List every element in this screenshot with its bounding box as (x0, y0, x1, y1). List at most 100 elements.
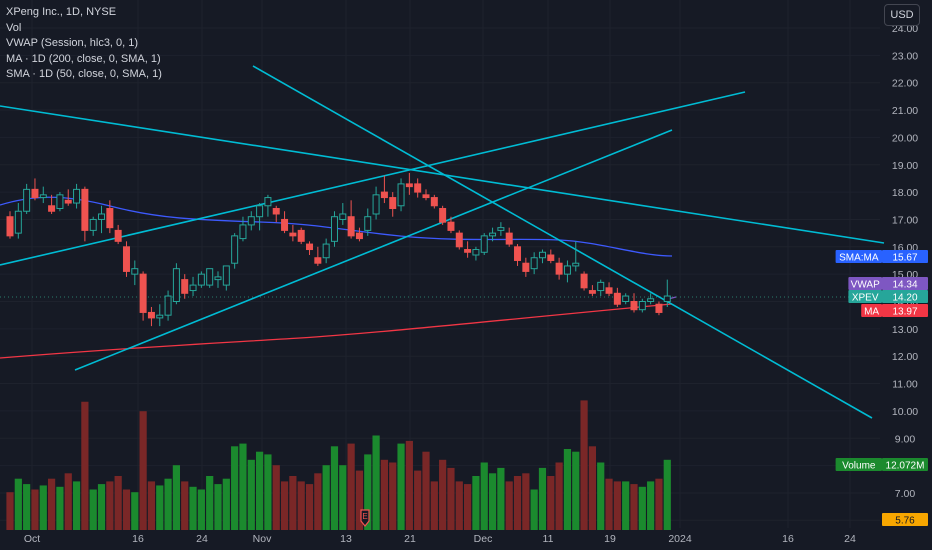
candle (247, 216, 255, 226)
volume-bar (505, 481, 513, 530)
candle (563, 265, 571, 275)
price-tick-label: 9.00 (895, 433, 916, 445)
volume-bar (372, 435, 380, 530)
time-tick-label: 24 (196, 533, 208, 545)
candle (147, 311, 155, 319)
vol-indicator-label[interactable]: Vol (6, 21, 22, 34)
candle (480, 235, 488, 253)
volume-bar (597, 462, 605, 530)
volume-bar (547, 476, 555, 530)
vwap-indicator-label[interactable]: VWAP (Session, hlc3, 0, 1) (6, 37, 139, 49)
time-tick-label: 21 (404, 533, 416, 545)
price-label-value: 5.76 (895, 516, 915, 527)
volume-bar (181, 481, 189, 530)
candle (81, 188, 89, 231)
volume-bar (48, 478, 56, 530)
volume-bar (563, 449, 572, 530)
price-label: MA 13.97 (861, 304, 928, 318)
volume-bar (72, 481, 81, 530)
candle (380, 191, 388, 199)
candle (114, 229, 122, 242)
candle (572, 262, 580, 267)
candle (189, 284, 197, 292)
trendline[interactable] (0, 105, 885, 244)
price-label: VWAP 14.34 (848, 277, 928, 291)
candle (98, 213, 106, 220)
candle (106, 208, 114, 229)
volume-bar (522, 473, 530, 530)
candle (73, 188, 81, 204)
ma200-indicator-label[interactable]: MA · 1D (200, close, 0, SMA, 1) (6, 52, 161, 65)
volume-bar (131, 492, 139, 530)
volume-bar (613, 481, 621, 530)
trendline[interactable] (252, 65, 873, 419)
candle (555, 262, 563, 275)
candle (514, 246, 522, 261)
sma50-indicator-label[interactable]: SMA · 1D (50, close, 0, SMA, 1) (6, 68, 162, 80)
time-tick-label: 16 (132, 533, 144, 545)
volume-bar (322, 465, 330, 530)
candle (489, 232, 497, 237)
volume-bar (97, 484, 106, 530)
volume-bar (430, 481, 438, 530)
volume-bar (605, 478, 613, 530)
candle (197, 273, 205, 286)
volume-bar (272, 465, 280, 530)
candle (638, 301, 646, 311)
candle (156, 314, 164, 319)
volume-bar (114, 476, 122, 530)
time-tick-label: Nov (253, 533, 272, 545)
volume-bar (447, 467, 455, 530)
candle (289, 232, 297, 237)
trendline[interactable] (0, 91, 746, 266)
volume-bar (414, 470, 422, 530)
volume-bar (472, 476, 480, 530)
price-tick-label: 22.00 (892, 78, 918, 90)
earnings-marker[interactable]: E (360, 509, 370, 527)
candle (281, 218, 289, 231)
price-tick-label: 18.00 (892, 187, 918, 199)
time-tick-label: 11 (543, 533, 554, 545)
candle (580, 273, 588, 289)
candle (364, 216, 372, 231)
candle (422, 194, 430, 199)
trendline[interactable] (74, 129, 673, 371)
price-label: SMA:MA 15.67 (835, 250, 928, 264)
candle (605, 287, 613, 294)
price-tick-label: 20.00 (892, 132, 918, 144)
currency-button[interactable]: USD (884, 4, 920, 26)
volume-bar (81, 401, 89, 530)
candle (56, 194, 64, 210)
volume-bar (23, 484, 31, 530)
candle (538, 251, 546, 259)
candle (355, 232, 363, 240)
candle (505, 232, 513, 245)
price-label-tag: VWAP (851, 280, 880, 291)
candle (464, 249, 472, 253)
price-label: 5.76 (882, 513, 928, 527)
candle (547, 254, 555, 261)
volume-bar (172, 465, 180, 530)
volume-bar (39, 485, 47, 530)
candle (647, 298, 655, 303)
candle (389, 197, 397, 210)
price-tick-label: 12.00 (892, 351, 918, 363)
volume-bar (14, 478, 22, 530)
volume-bar (6, 492, 14, 530)
volume-bar (480, 462, 488, 530)
time-tick-label: 24 (844, 533, 856, 545)
candle (264, 197, 272, 207)
candle (613, 292, 621, 305)
chart-legend: XPeng Inc., 1D, NYSE Vol VWAP (Session, … (6, 5, 162, 83)
candle (597, 281, 605, 292)
volume-bar (214, 484, 222, 530)
time-tick-label: 16 (782, 533, 794, 545)
volume-bar (147, 481, 156, 530)
price-tick-label: 24.00 (892, 23, 918, 35)
candle (622, 295, 630, 302)
symbol-title[interactable]: XPeng Inc., 1D, NYSE (6, 6, 117, 18)
time-tick-label: Oct (24, 533, 40, 545)
volume-bar (497, 467, 505, 530)
candle (430, 197, 438, 207)
